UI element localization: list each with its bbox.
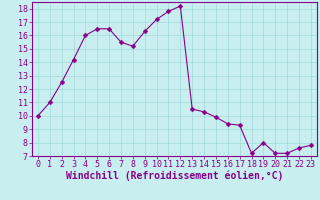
X-axis label: Windchill (Refroidissement éolien,°C): Windchill (Refroidissement éolien,°C) <box>66 171 283 181</box>
